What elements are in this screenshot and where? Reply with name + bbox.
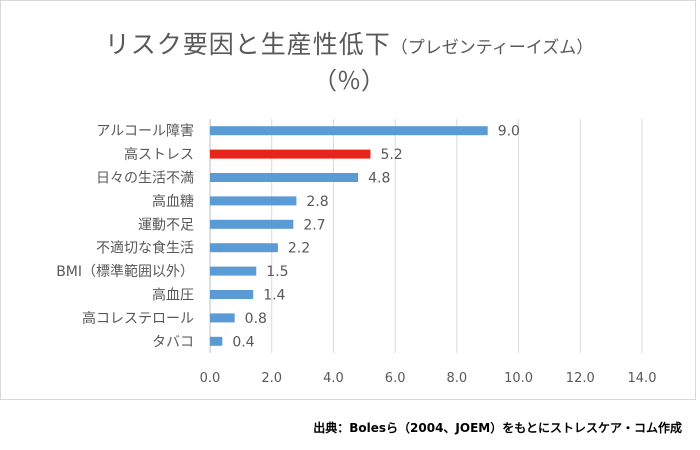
category-label: 高血糖 xyxy=(152,193,194,210)
data-label: 1.4 xyxy=(263,288,285,304)
category-label: 不適切な食生活 xyxy=(96,240,194,257)
bar xyxy=(210,243,278,253)
bar xyxy=(210,196,297,206)
x-tick-label: 2.0 xyxy=(261,371,282,386)
category-label: 高血圧 xyxy=(152,287,194,304)
source-note: 出典：Bolesら（2004、JOEM）をもとにストレスケア・コム作成 xyxy=(313,421,682,435)
plot-area: 0.0 2.0 4.0 6.0 8.0 10.0 12.0 14.0 アルコール障害 9.0 高スト… xyxy=(56,119,657,386)
data-label: 2.7 xyxy=(303,217,325,233)
bar xyxy=(210,336,223,346)
x-tick-label: 4.0 xyxy=(323,371,344,386)
x-tick-label: 14.0 xyxy=(628,371,657,386)
chart-subtitle: （％） xyxy=(313,67,385,95)
bar xyxy=(210,290,254,299)
category-label: アルコール障害 xyxy=(96,124,194,140)
data-label: 4.8 xyxy=(368,171,390,187)
chart-area: リスク要因と生産性低下（プレゼンティーイズム） （％） 0.0 2.0 4.0 6.0… xyxy=(0,0,696,400)
data-label: 9.0 xyxy=(498,124,520,140)
category-label: 高ストレス xyxy=(124,146,194,163)
chart-title-suffix: （プレゼンティーイズム） xyxy=(390,38,594,58)
chart-title: リスク要因と生産性低下（プレゼンティーイズム） xyxy=(1,25,697,61)
x-tick-label: 6.0 xyxy=(385,371,406,386)
bar xyxy=(210,173,359,182)
category-label: BMI（標準範囲以外） xyxy=(56,263,194,280)
data-label: 2.2 xyxy=(288,241,310,257)
bar xyxy=(210,313,235,323)
x-tick-label: 12.0 xyxy=(566,371,595,386)
bar xyxy=(210,266,257,276)
category-label: タバコ xyxy=(152,334,194,350)
data-label: 1.5 xyxy=(266,264,288,280)
bar xyxy=(210,219,294,229)
bar xyxy=(210,149,371,159)
data-label: 2.8 xyxy=(306,194,328,210)
x-tick-label: 0.0 xyxy=(200,371,221,386)
data-label: 0.8 xyxy=(245,311,267,327)
data-label: 5.2 xyxy=(380,147,402,163)
category-label: 日々の生活不満 xyxy=(96,171,194,187)
x-tick-label: 10.0 xyxy=(504,371,533,386)
x-tick-label: 8.0 xyxy=(447,371,468,386)
category-label: 高コレステロール xyxy=(82,310,194,327)
bar xyxy=(210,126,488,136)
category-label: 運動不足 xyxy=(138,217,194,233)
data-label: 0.4 xyxy=(232,334,254,350)
chart-title-main: リスク要因と生産性低下 xyxy=(104,30,391,59)
